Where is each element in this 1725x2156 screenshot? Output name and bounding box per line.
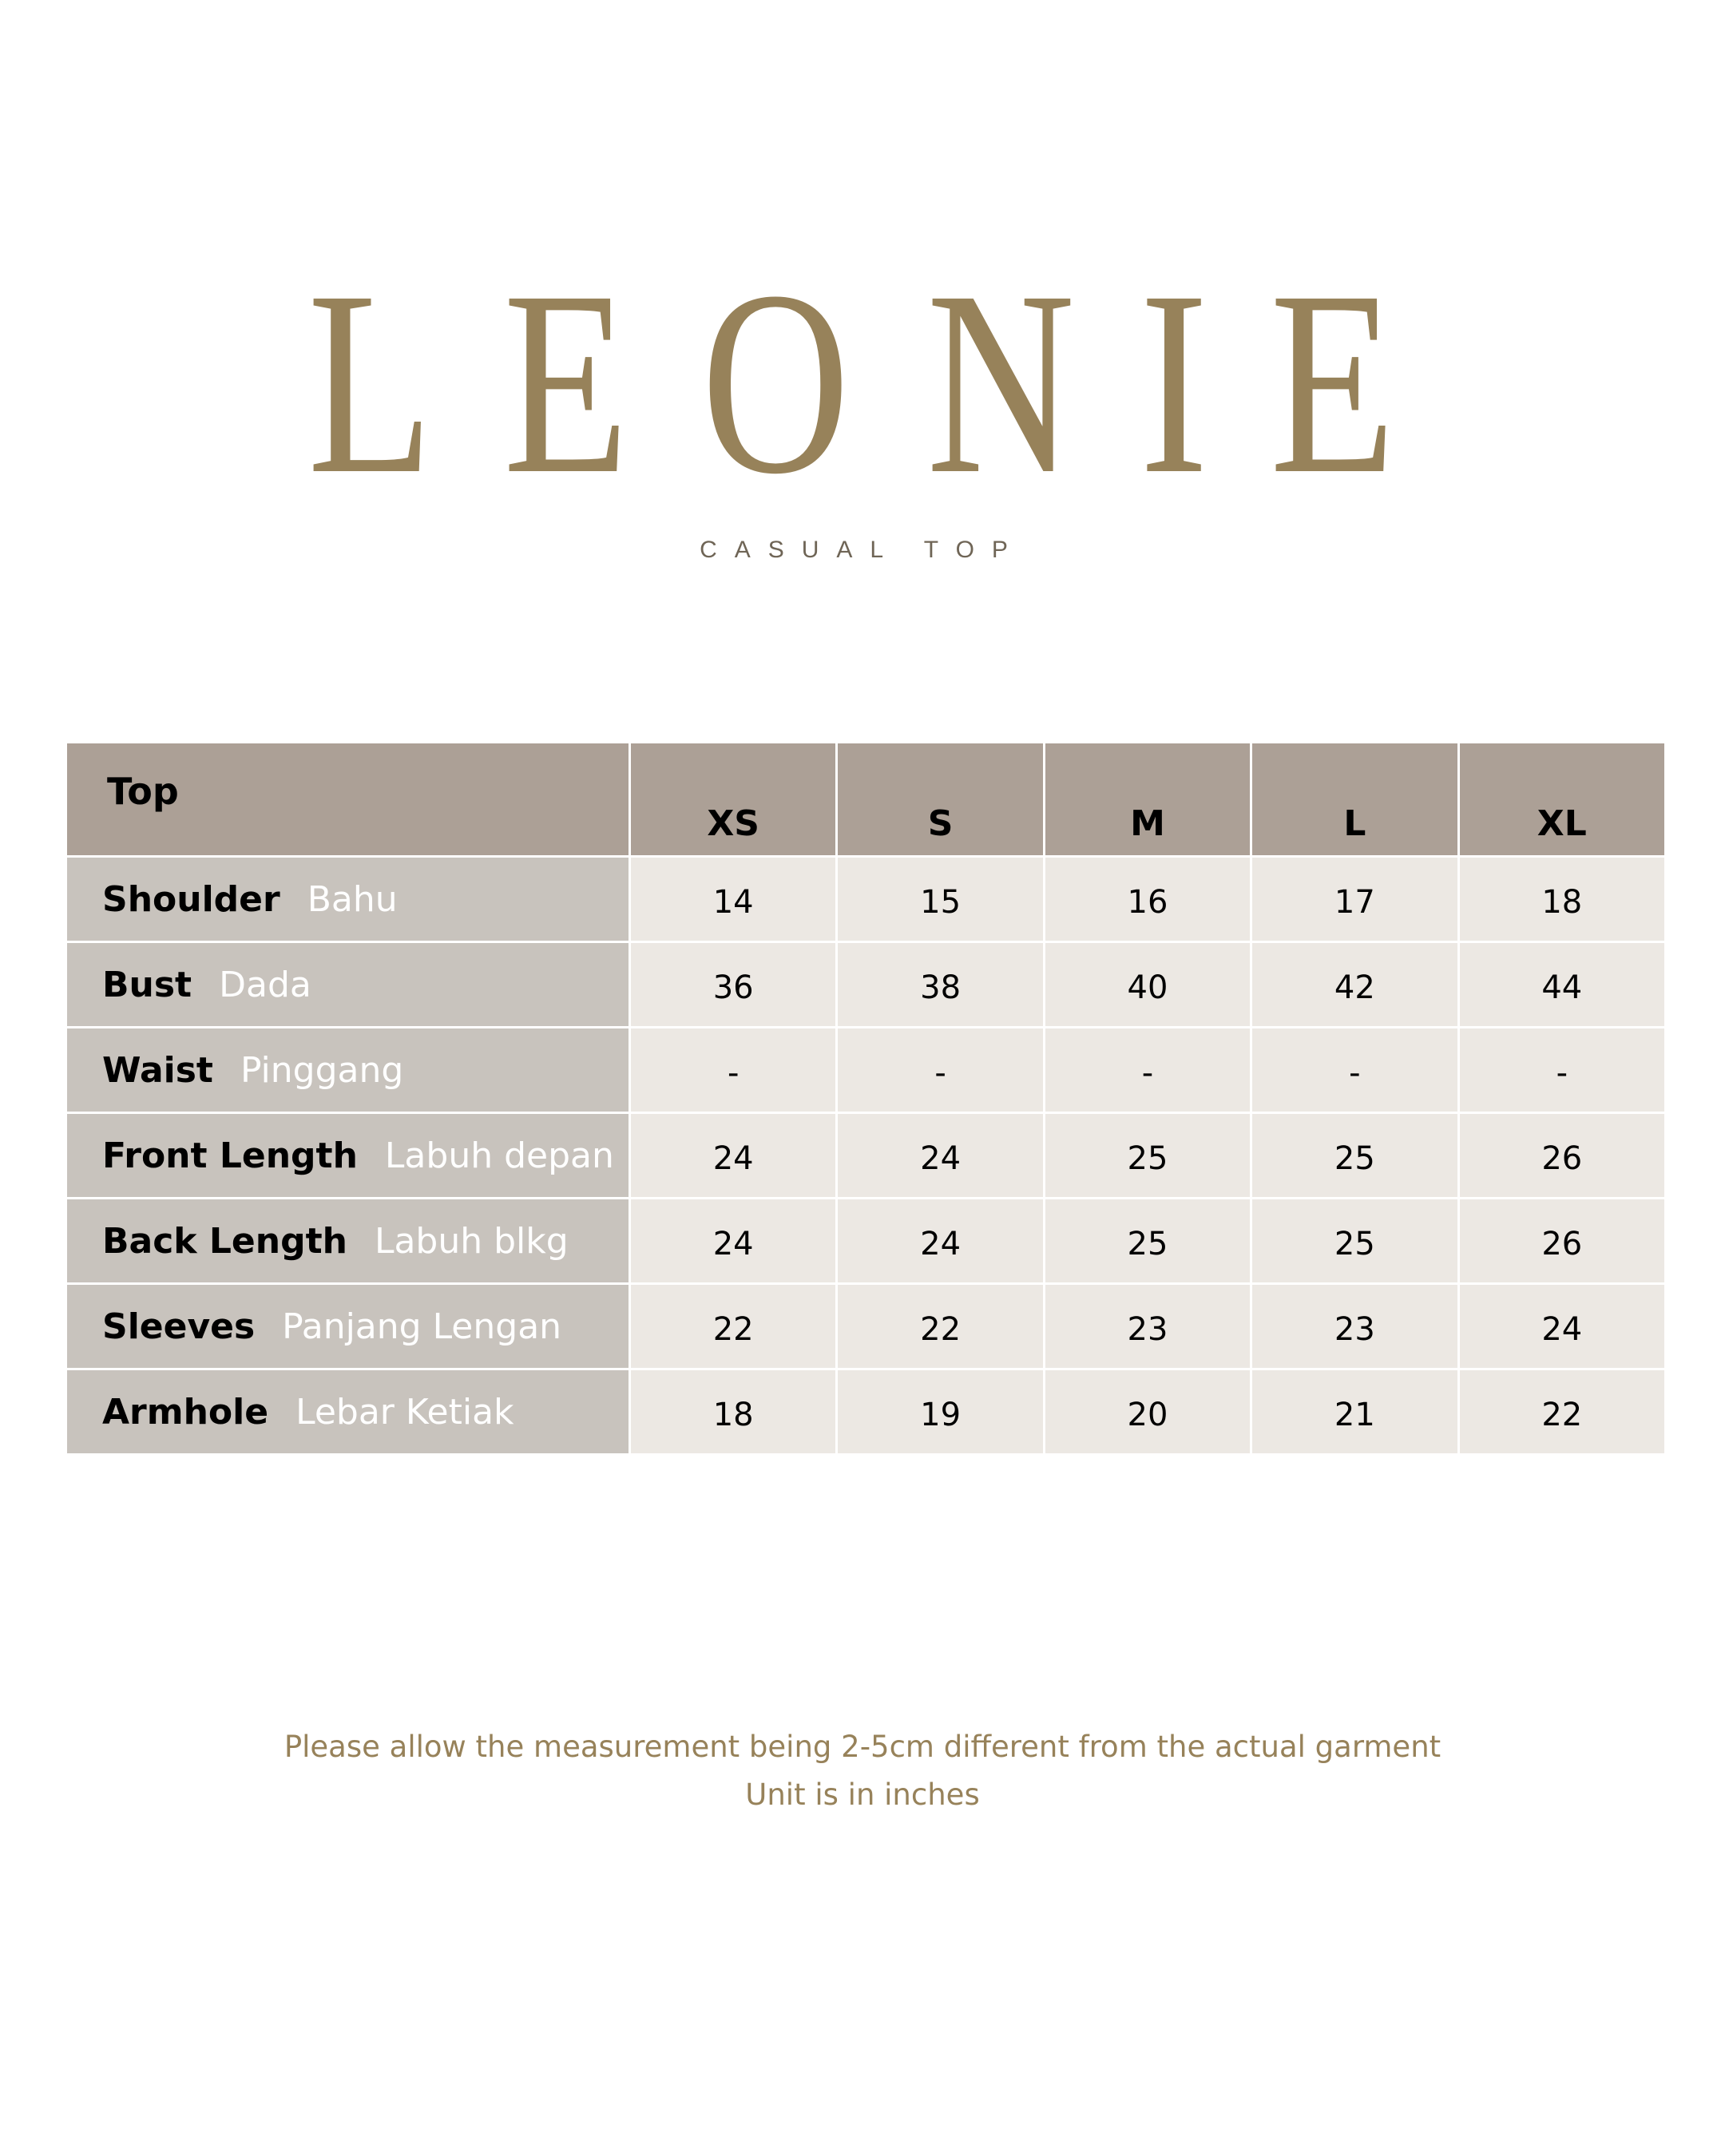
logo-letter: E xyxy=(1270,237,1396,529)
table-row: Waist Pinggang - - - - - xyxy=(65,1026,1668,1114)
label-malay: Labuh blkg xyxy=(374,1220,569,1262)
label-malay: Dada xyxy=(219,964,311,1005)
header-size: XL xyxy=(1457,741,1668,858)
table-row: Back Length Labuh blkg 24 24 25 25 26 xyxy=(65,1197,1668,1285)
table-row: Bust Dada 36 38 40 42 44 xyxy=(65,941,1668,1028)
size-chart-table: Top XS S M L XL Shoulder Bahu 14 15 16 17 18 Bu… xyxy=(65,741,1668,1456)
row-label: Armhole Lebar Ketiak xyxy=(65,1368,631,1456)
label-english: Waist xyxy=(102,1049,213,1091)
measurement-cell: 24 xyxy=(628,1112,839,1199)
header-size: XS xyxy=(628,741,839,858)
measurement-cell: 36 xyxy=(628,941,839,1028)
row-label: Front Length Labuh depan xyxy=(65,1112,631,1199)
row-label: Bust Dada xyxy=(65,941,631,1028)
header-size: L xyxy=(1250,741,1460,858)
label-english: Front Length xyxy=(102,1135,358,1176)
label-malay: Pinggang xyxy=(240,1049,404,1091)
measurement-cell: 22 xyxy=(835,1282,1045,1370)
label-malay: Labuh depan xyxy=(384,1135,614,1176)
row-label: Waist Pinggang xyxy=(65,1026,631,1114)
measurement-cell: 26 xyxy=(1457,1197,1668,1285)
table-row: Shoulder Bahu 14 15 16 17 18 xyxy=(65,855,1668,943)
logo-letter: O xyxy=(701,237,851,529)
measurement-cell: 24 xyxy=(628,1197,839,1285)
measurement-cell: 25 xyxy=(1042,1112,1253,1199)
measurement-cell: 44 xyxy=(1457,941,1668,1028)
product-subtitle: CASUAL TOP xyxy=(700,537,1025,563)
measurement-cell: 23 xyxy=(1042,1282,1253,1370)
measurement-cell: - xyxy=(1042,1026,1253,1114)
unit-note: Unit is in inches xyxy=(745,1778,980,1812)
header-corner: Top xyxy=(65,741,631,858)
measurement-cell: - xyxy=(628,1026,839,1114)
table-row: Front Length Labuh depan 24 24 25 25 26 xyxy=(65,1112,1668,1199)
measurement-cell: 25 xyxy=(1042,1197,1253,1285)
measurement-cell: 26 xyxy=(1457,1112,1668,1199)
label-english: Shoulder xyxy=(102,878,280,920)
header-size: S xyxy=(835,741,1045,858)
label-english: Back Length xyxy=(102,1220,347,1262)
measurement-cell: 24 xyxy=(835,1112,1045,1199)
measurement-cell: 17 xyxy=(1250,855,1460,943)
measurement-cell: 20 xyxy=(1042,1368,1253,1456)
measurement-cell: 22 xyxy=(628,1282,839,1370)
measurement-note: Please allow the measurement being 2-5cm… xyxy=(284,1730,1441,1764)
measurement-cell: 23 xyxy=(1250,1282,1460,1370)
measurement-cell: 38 xyxy=(835,941,1045,1028)
label-english: Armhole xyxy=(102,1391,269,1433)
brand-logo: L E O N I E xyxy=(290,237,1414,529)
logo-letter: E xyxy=(502,237,629,529)
label-malay: Panjang Lengan xyxy=(282,1306,562,1347)
measurement-cell: 21 xyxy=(1250,1368,1460,1456)
measurement-cell: 18 xyxy=(628,1368,839,1456)
measurement-cell: 14 xyxy=(628,855,839,943)
label-english: Bust xyxy=(102,964,192,1005)
row-label: Shoulder Bahu xyxy=(65,855,631,943)
logo-letter: I xyxy=(1140,237,1209,529)
label-malay: Bahu xyxy=(307,878,398,920)
logo-letter: N xyxy=(926,237,1076,529)
measurement-cell: - xyxy=(1250,1026,1460,1114)
table-row: Armhole Lebar Ketiak 18 19 20 21 22 xyxy=(65,1368,1668,1456)
measurement-cell: 22 xyxy=(1457,1368,1668,1456)
header-size: M xyxy=(1042,741,1253,858)
measurement-cell: 15 xyxy=(835,855,1045,943)
header-row: Top XS S M L XL xyxy=(65,741,1668,858)
measurement-cell: - xyxy=(835,1026,1045,1114)
measurement-cell: 42 xyxy=(1250,941,1460,1028)
row-label: Back Length Labuh blkg xyxy=(65,1197,631,1285)
label-malay: Lebar Ketiak xyxy=(295,1391,514,1433)
measurement-cell: 19 xyxy=(835,1368,1045,1456)
label-english: Sleeves xyxy=(102,1306,256,1347)
row-label: Sleeves Panjang Lengan xyxy=(65,1282,631,1370)
measurement-cell: 24 xyxy=(1457,1282,1668,1370)
measurement-cell: 16 xyxy=(1042,855,1253,943)
logo-letter: L xyxy=(307,237,434,529)
measurement-cell: 25 xyxy=(1250,1197,1460,1285)
measurement-cell: 18 xyxy=(1457,855,1668,943)
measurement-cell: 25 xyxy=(1250,1112,1460,1199)
table-row: Sleeves Panjang Lengan 22 22 23 23 24 xyxy=(65,1282,1668,1370)
measurement-cell: - xyxy=(1457,1026,1668,1114)
measurement-cell: 40 xyxy=(1042,941,1253,1028)
measurement-cell: 24 xyxy=(835,1197,1045,1285)
